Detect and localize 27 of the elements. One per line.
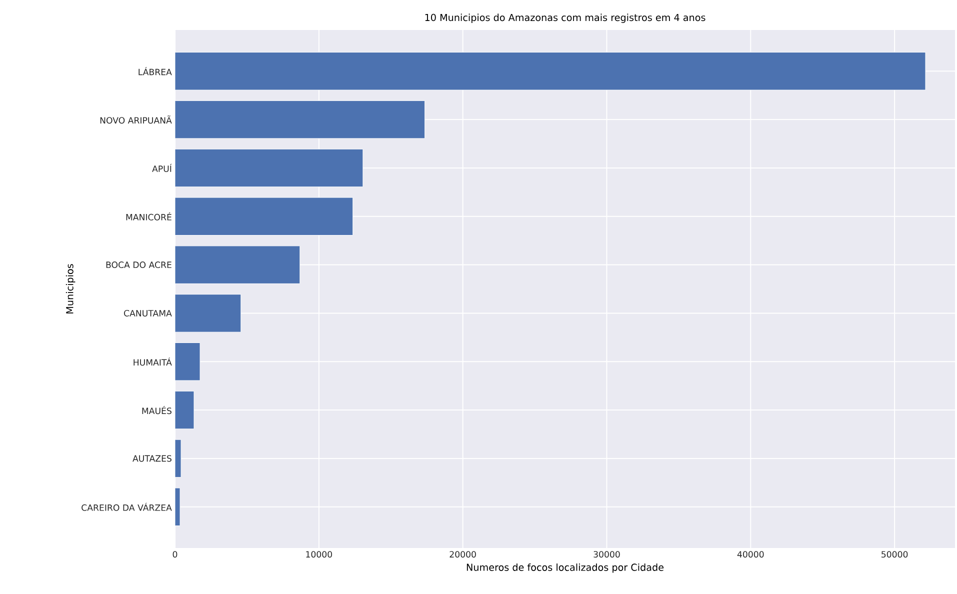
bar [175, 100, 426, 139]
bar [175, 390, 194, 430]
x-tick-label: 50000 [882, 551, 908, 558]
y-tick-label: CAREIRO DA VÁRZEA [82, 502, 172, 511]
y-tick-label: MAUÉS [142, 406, 172, 414]
bar [175, 342, 200, 381]
bar [175, 246, 300, 284]
x-tick-label: 30000 [594, 551, 620, 558]
bar [175, 148, 364, 188]
x-tick-label: 10000 [306, 551, 332, 558]
bar [175, 294, 242, 332]
y-axis-title: Municipios [66, 264, 76, 314]
y-tick-label: LÁBREA [138, 67, 172, 76]
x-axis-title: Numeros de focos localizados por Cidade [466, 564, 664, 573]
y-tick-label: MANICORÉ [126, 212, 172, 220]
y-tick-label: AUTAZES [132, 455, 172, 462]
x-tick-label: 40000 [737, 551, 764, 558]
y-tick-label: APUÍ [152, 164, 172, 172]
bar [175, 197, 354, 236]
x-tick-label: 0 [172, 551, 178, 558]
y-tick-label: NOVO ARIPUANÃ [100, 116, 172, 124]
y-tick-label: CANUTAMA [124, 310, 172, 316]
x-tick-label: 20000 [450, 551, 476, 558]
y-tick-label: HUMAITÁ [134, 358, 172, 366]
bar [175, 52, 926, 90]
y-tick-label: BOCA DO ACRE [106, 262, 172, 268]
chart-title: 10 Municipios do Amazonas com mais registros em 4 anos [425, 14, 706, 23]
